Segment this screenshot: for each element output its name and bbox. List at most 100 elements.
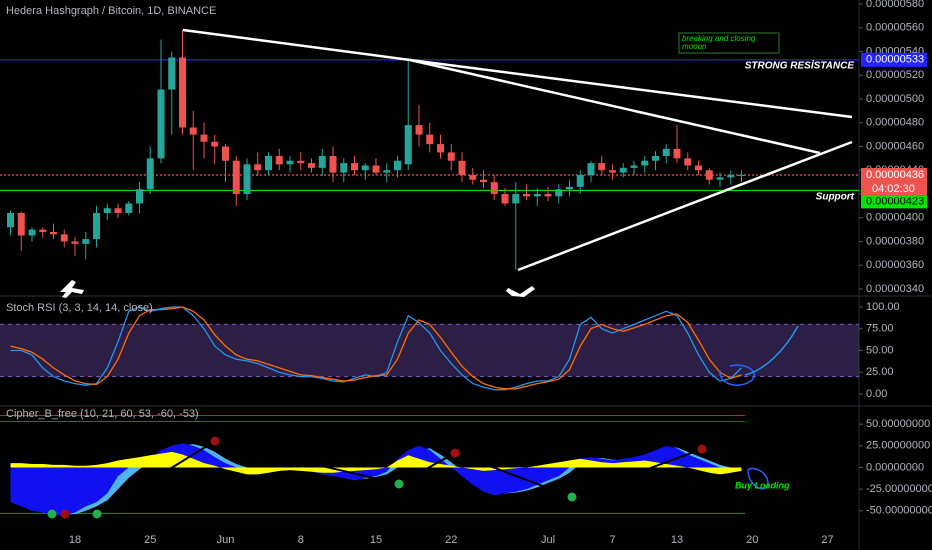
candle-body — [394, 160, 401, 171]
trend-line — [409, 58, 821, 155]
y-tick-label: 0.00000580 — [866, 0, 924, 10]
y-tick-label: 0.00 — [866, 388, 887, 400]
candle-body — [17, 212, 25, 236]
candle-body — [684, 158, 692, 166]
y-tick-label: 50.00000000 — [866, 418, 930, 430]
candle-body — [265, 155, 272, 171]
price-label: 0.00000423 — [866, 195, 924, 207]
x-tick-label: 22 — [445, 534, 457, 546]
y-tick-label: 0.00000380 — [866, 235, 924, 247]
y-tick-label: 0.00000560 — [866, 22, 924, 34]
candle-body — [361, 165, 369, 171]
candle-body — [641, 160, 649, 166]
x-tick-label: 8 — [298, 534, 304, 546]
y-tick-label: 25.00000000 — [866, 440, 930, 452]
buy-dot — [394, 479, 404, 489]
price-label: 0.00000436 — [866, 169, 924, 181]
drawn-ellipse — [747, 467, 769, 490]
x-tick-label: 18 — [69, 534, 81, 546]
buy-dot — [92, 509, 102, 519]
trend-line — [409, 58, 853, 119]
chart-title: Hedera Hashgraph / Bitcoin, 1D, BINANCE — [6, 5, 216, 17]
wave-area — [10, 451, 742, 475]
candle-body — [168, 57, 176, 90]
price-label: 0.00000533 — [866, 54, 924, 66]
drawn-ellipse — [719, 364, 755, 386]
candle-body — [71, 241, 79, 244]
candle-body — [480, 179, 487, 183]
pane-title: Cipher_B_free (10, 21, 60, 53, -60, -53) — [6, 408, 199, 420]
candle-body — [458, 160, 466, 175]
y-tick-label: 50.00 — [866, 344, 894, 356]
candle-body — [297, 160, 305, 164]
sell-dot — [60, 509, 70, 519]
y-tick-label: 75.00 — [866, 323, 894, 335]
candle-body — [533, 193, 541, 197]
signal-line — [454, 452, 573, 498]
candle-body — [738, 174, 745, 176]
candle-body — [566, 186, 573, 190]
price-label-box — [861, 167, 927, 182]
candle-body — [490, 182, 498, 194]
candle-body — [211, 141, 219, 147]
candle-body — [125, 203, 133, 213]
x-tick-label: 7 — [609, 534, 615, 546]
candle-body — [705, 170, 713, 180]
candle-body — [157, 89, 165, 159]
support-label: Support — [816, 192, 855, 203]
candle-body — [254, 164, 262, 171]
trend-line — [182, 28, 411, 62]
countdown-box — [861, 181, 927, 196]
pane-title: Stoch RSI (3, 3, 14, 14, close) — [6, 302, 153, 314]
candle-body — [114, 208, 122, 213]
buy-loading-label: Buy Loading — [735, 480, 790, 490]
candle-body — [308, 163, 315, 168]
candle-body — [286, 160, 294, 165]
candle-body — [200, 134, 208, 142]
note-box — [678, 32, 780, 54]
candle-body — [60, 234, 68, 242]
signal-line — [571, 448, 703, 498]
y-tick-label: 100.00 — [866, 301, 900, 313]
candle-body — [28, 229, 36, 236]
x-tick-label: 15 — [370, 534, 382, 546]
candle-body — [222, 146, 229, 161]
y-tick-label: 25.00 — [866, 366, 894, 378]
buy-dot — [567, 492, 577, 502]
x-tick-label: 25 — [144, 534, 156, 546]
candle-body — [146, 158, 154, 190]
trend-lines — [182, 28, 853, 272]
candle-body — [243, 164, 251, 194]
candle-body — [329, 155, 337, 173]
price-label-box — [861, 194, 927, 209]
y-tick-label: 0.00000360 — [866, 259, 924, 271]
sell-dot — [697, 444, 707, 454]
candle-body — [716, 177, 724, 180]
x-tick-label: 13 — [671, 534, 683, 546]
stoch-line — [10, 306, 742, 390]
candle-body — [469, 174, 477, 180]
candle-body — [404, 125, 412, 165]
candle-body — [619, 167, 627, 173]
candle-body — [179, 57, 186, 128]
candle-body — [501, 193, 509, 204]
trend-line — [517, 140, 853, 272]
candle-body — [340, 163, 348, 173]
candle-body — [415, 125, 423, 135]
candle-body — [695, 165, 702, 171]
candle-body — [93, 212, 100, 240]
candle-body — [318, 155, 326, 168]
x-tick-label: Jun — [217, 534, 235, 546]
plane-icon — [60, 280, 84, 298]
y-tick-label: 0.00000520 — [866, 69, 924, 81]
x-tick-label: 27 — [821, 534, 833, 546]
candle-body — [383, 170, 391, 173]
candle-body — [7, 212, 14, 228]
countdown: 04:02:30 — [872, 183, 915, 195]
candle-body — [512, 193, 520, 204]
sell-dot — [450, 448, 460, 458]
y-tick-label: 0.00000480 — [866, 117, 924, 129]
candle-body — [652, 155, 659, 161]
